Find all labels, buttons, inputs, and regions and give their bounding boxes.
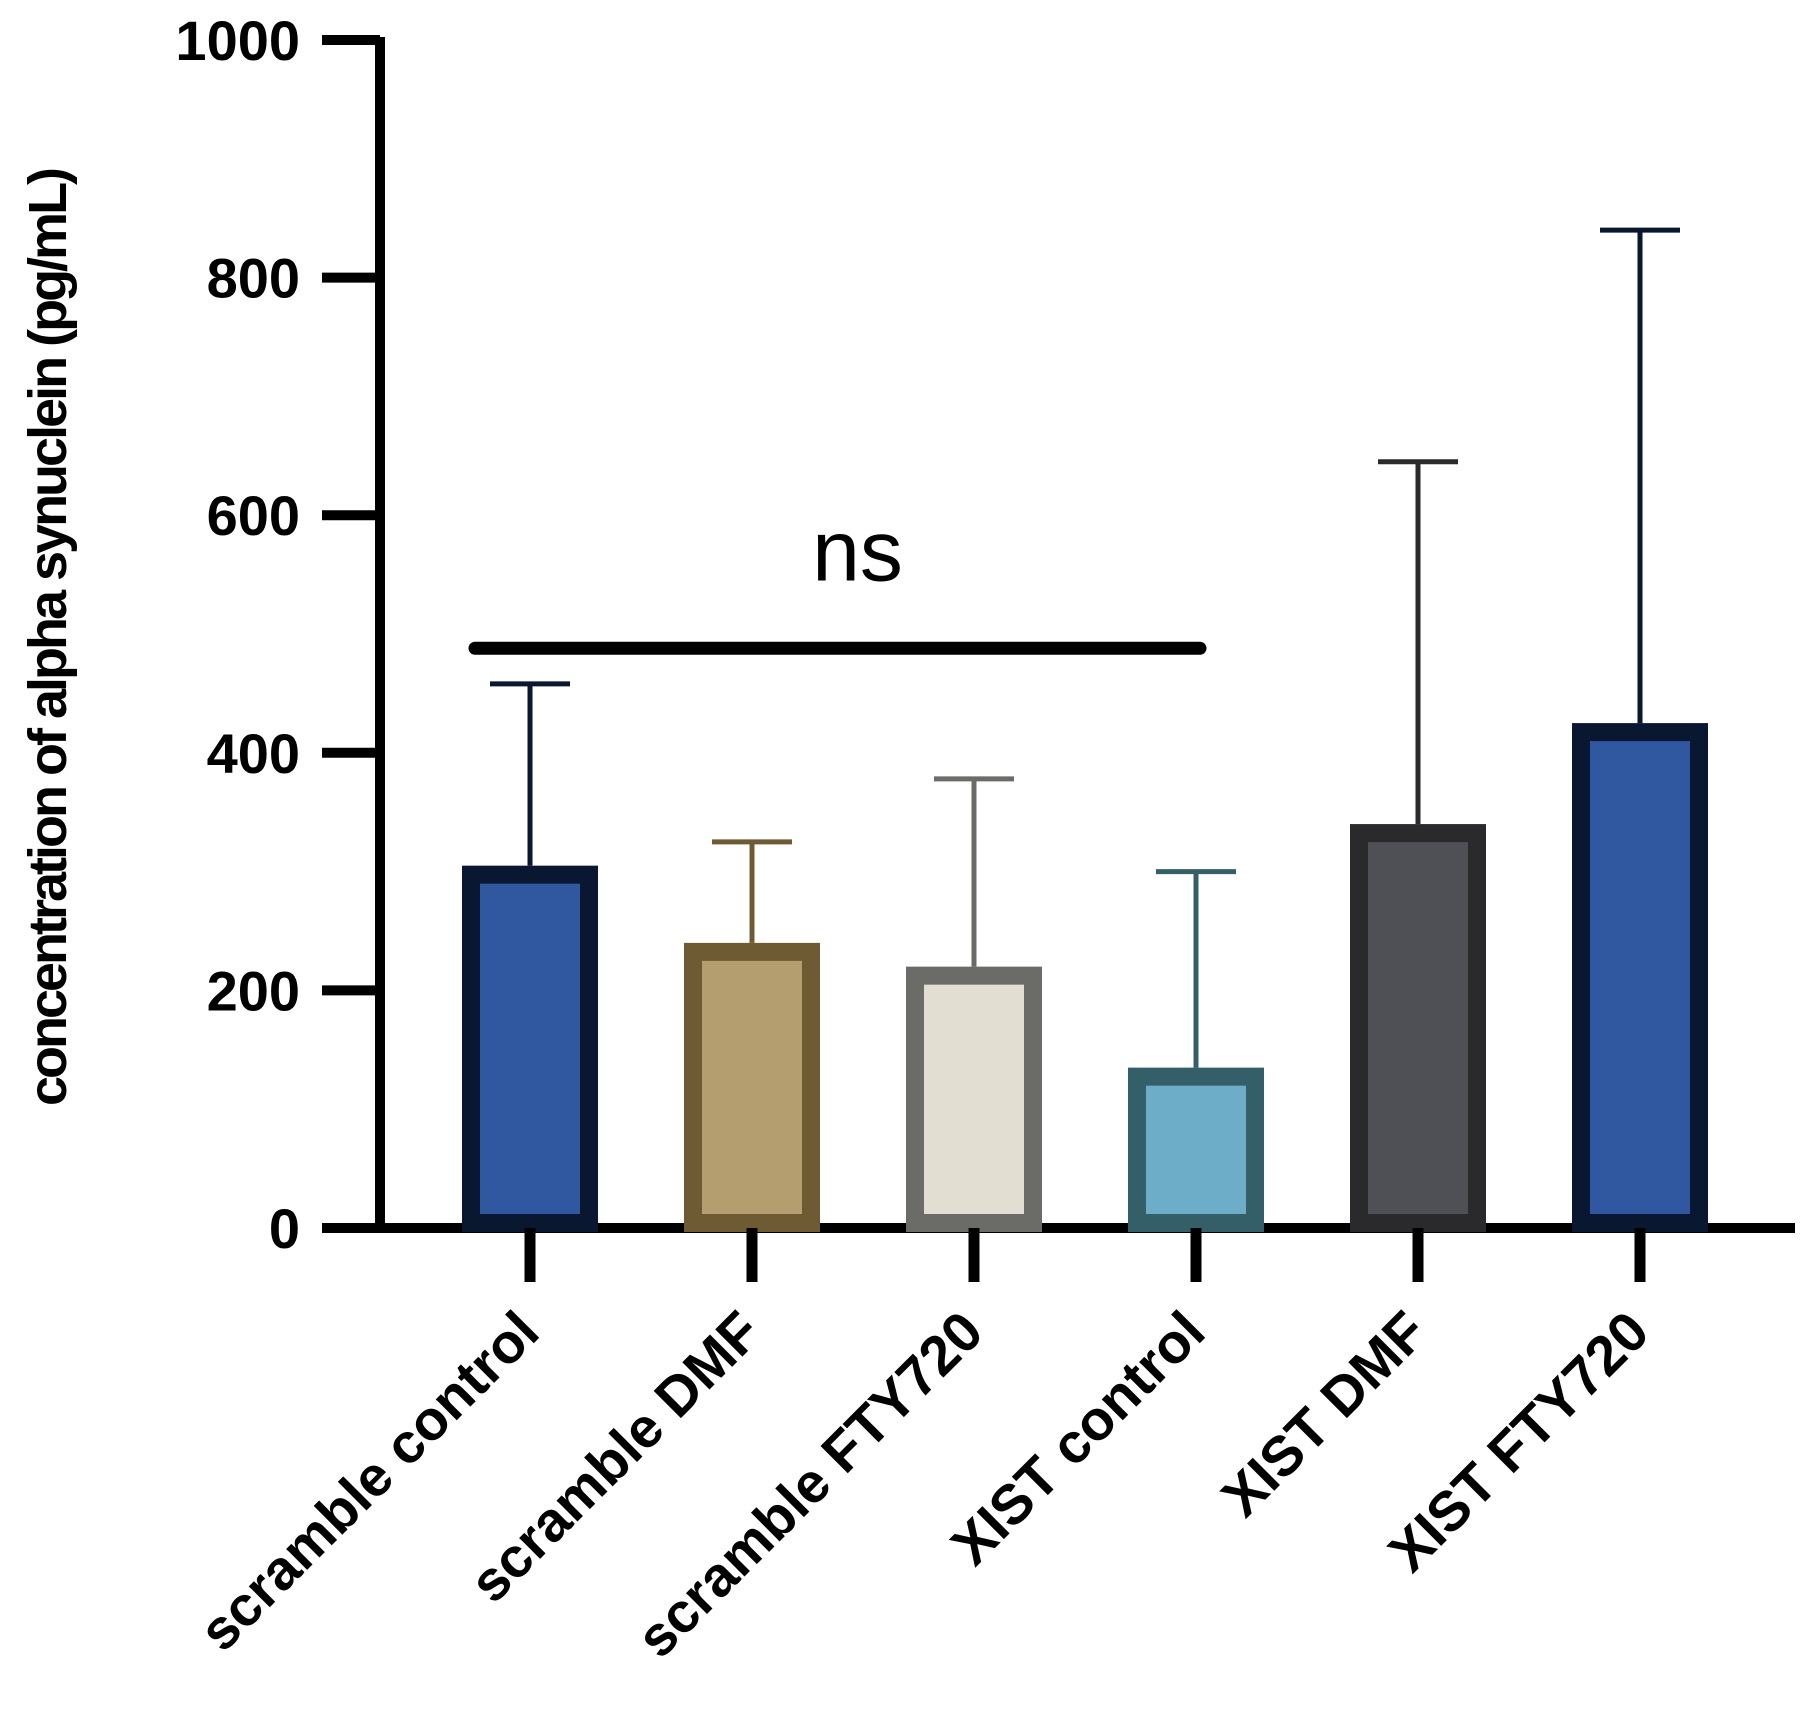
bars bbox=[462, 227, 1708, 1233]
significance-annotation: ns bbox=[468, 503, 1207, 655]
bar bbox=[1350, 824, 1486, 1233]
y-tick-label: 600 bbox=[207, 484, 300, 547]
bar bbox=[684, 942, 820, 1232]
significance-label: ns bbox=[812, 503, 903, 599]
bar bbox=[906, 966, 1042, 1233]
bar bbox=[462, 865, 598, 1232]
y-tick-label: 800 bbox=[207, 247, 300, 310]
y-tick-label: 200 bbox=[207, 959, 300, 1022]
bar bbox=[1572, 723, 1708, 1232]
y-axis-title: concentration of alpha synuclein (pg/mL) bbox=[18, 169, 78, 1106]
y-tick-label: 400 bbox=[207, 722, 300, 785]
y-ticks: 0 200 400 600 800 1000 bbox=[175, 9, 380, 1260]
x-tick-label: XIST DMF bbox=[1209, 1299, 1438, 1528]
bar bbox=[1128, 1067, 1264, 1232]
y-tick-label: 1000 bbox=[175, 9, 300, 72]
y-tick-label: 0 bbox=[269, 1197, 300, 1260]
